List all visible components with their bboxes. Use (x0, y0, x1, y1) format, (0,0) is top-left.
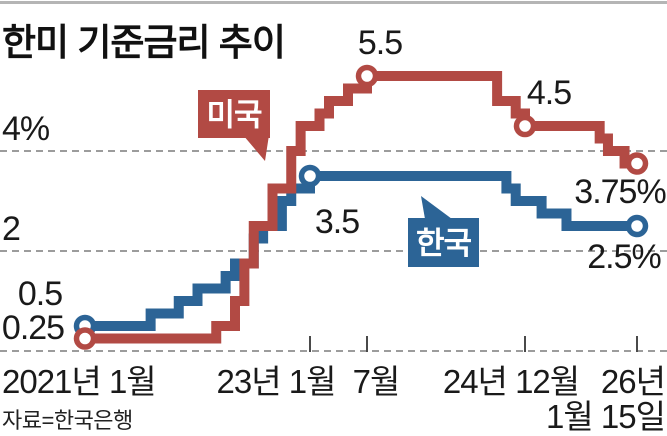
data-marker-korea-2.5 (625, 214, 649, 238)
series-tag-pointer (243, 135, 269, 161)
x-axis-start-label: 2021년 1월 (2, 363, 156, 400)
value-label-2.5%: 2.5% (587, 238, 661, 276)
y-axis-label-2: 2 (2, 210, 20, 248)
series-tag-pointer (421, 196, 452, 219)
series-line-us (85, 71, 637, 344)
series-tag-label: 미국 (206, 98, 262, 133)
value-label-4.5: 4.5 (527, 74, 571, 112)
top-divider (0, 1, 667, 4)
value-label-0.25: 0.25 (2, 309, 64, 347)
data-marker-us-3.75 (625, 152, 649, 175)
x-axis-label-2: 24년 12월 (443, 363, 579, 400)
series-tag-label: 한국 (416, 226, 472, 261)
x-axis-end-sublabel: 1월 15일 (546, 398, 665, 435)
x-axis-label-3: 26년 (601, 363, 665, 400)
series-tag-box (408, 218, 479, 267)
data-marker-korea-3.5 (298, 164, 322, 188)
x-axis-label-1: 7월 (353, 363, 400, 400)
value-label-3.5: 3.5 (315, 203, 359, 241)
x-axis-label-0: 23년 1월 (217, 363, 336, 400)
chart-title: 한미 기준금리 추이 (2, 22, 286, 63)
series-tag-box (198, 90, 270, 138)
value-label-0.5: 0.5 (18, 275, 62, 313)
value-label-3.75%: 3.75% (574, 173, 666, 211)
y-axis-label-4: 4% (2, 110, 50, 148)
data-marker-us-4.5 (513, 114, 537, 138)
series-tag-us: 미국 (198, 90, 270, 161)
value-label-5.5: 5.5 (358, 24, 402, 62)
data-marker-us-0.25 (73, 327, 97, 350)
source-credit: 자료=한국은행 (2, 408, 133, 433)
data-marker-us-5.5 (355, 64, 379, 88)
series-tag-korea: 한국 (408, 196, 479, 267)
